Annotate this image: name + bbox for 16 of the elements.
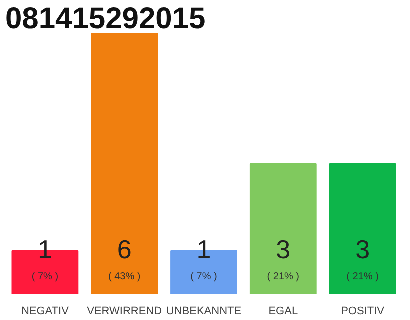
annotation: ( 21% )	[267, 272, 300, 282]
annotation: ( 43% )	[108, 272, 141, 282]
annotation: ( 7% )	[190, 272, 218, 282]
data-label: 3	[356, 234, 370, 264]
data-label: 1	[38, 234, 52, 264]
x-tick-label: UNBEKANNTE	[166, 306, 242, 318]
annotation: ( 7% )	[32, 272, 59, 282]
data-label: 1	[196, 234, 212, 264]
x-tick-label: NEGATIV	[21, 306, 70, 318]
data-label: 3	[276, 234, 291, 264]
x-tick-label: EGAL	[268, 306, 298, 318]
x-tick-label: VERWIRREND	[87, 306, 162, 318]
annotation: ( 21% )	[346, 272, 379, 282]
data-label: 6	[117, 234, 132, 264]
x-tick-label: POSITIV	[341, 306, 386, 318]
chart-title: 081415292015	[6, 2, 206, 36]
